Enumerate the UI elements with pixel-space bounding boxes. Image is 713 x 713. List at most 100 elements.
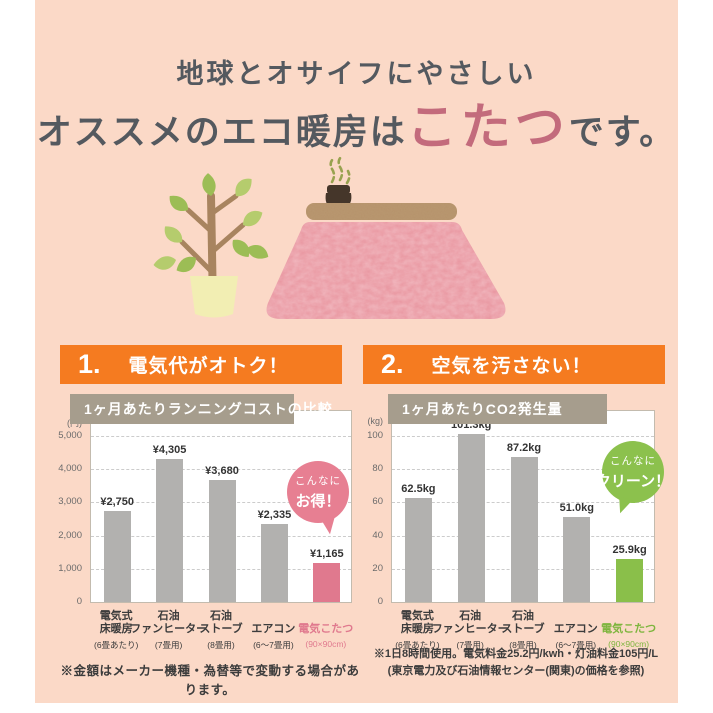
title-line1: 地球とオサイフにやさしい bbox=[176, 59, 537, 89]
category-name: エアコン bbox=[251, 623, 296, 635]
category-label: 電気式 床暖房 (6畳あたり) bbox=[68, 609, 164, 651]
bar-value-label: 51.0kg bbox=[559, 502, 594, 515]
category-sub-label: (7畳用) bbox=[456, 640, 484, 650]
chart-bar bbox=[404, 498, 432, 602]
title-line2-suffix: です。 bbox=[568, 113, 677, 152]
kotatsu-blanket bbox=[266, 222, 506, 319]
y-axis-tick-label: 20 bbox=[372, 562, 383, 574]
y-axis-tick-label: 5,000 bbox=[58, 430, 82, 441]
category-name: 石油 ストーブ bbox=[199, 610, 243, 635]
category-sub-label: (7畳用) bbox=[154, 640, 183, 650]
y-axis-unit-label: (kg) bbox=[367, 416, 384, 426]
bar-value-label: 62.5kg bbox=[401, 483, 436, 496]
category-sub-label: (6〜7畳用) bbox=[555, 640, 597, 650]
section-2-number: 2. bbox=[381, 349, 404, 379]
category-sub-label: (6畳あたり) bbox=[93, 640, 139, 650]
y-axis-tick-label: 3,000 bbox=[58, 496, 82, 508]
chart-bar bbox=[510, 457, 538, 602]
chart-bar bbox=[457, 433, 485, 602]
plant-pot bbox=[190, 276, 238, 318]
category-name: 電気式 床暖房 bbox=[99, 610, 133, 635]
bar-value-label: ¥3,680 bbox=[205, 464, 239, 477]
chart-bar bbox=[313, 563, 341, 602]
category-sub-label: (6〜7畳用) bbox=[253, 640, 294, 650]
potted-plant-illustration bbox=[152, 172, 272, 318]
category-label: 電気式 床暖房 (6畳あたり) bbox=[369, 609, 465, 651]
bar-value-label: 87.2kg bbox=[506, 442, 542, 455]
kotatsu-group bbox=[266, 155, 506, 319]
category-name: 電気こたつ bbox=[298, 623, 354, 635]
category-sub-label: (8畳用) bbox=[207, 640, 235, 650]
section-header-1: 1. 電気代がオトク！ bbox=[60, 345, 342, 384]
y-axis-tick-label: 60 bbox=[372, 496, 383, 508]
y-axis-tick-label: 0 bbox=[76, 596, 82, 607]
category-label: エアコン (6〜7畳用) bbox=[225, 609, 321, 651]
bar-value-label: ¥1,165 bbox=[309, 548, 344, 561]
co2-emission-chart: 62.5kg 101.3kg 87.2kg 51.0kg 25.9kg 1ヶ月あたりCO2… bbox=[345, 392, 670, 677]
chart-bar bbox=[208, 479, 236, 602]
gridline bbox=[392, 436, 654, 437]
highlight-badge: こんなにお得！ bbox=[287, 461, 349, 523]
y-axis-tick-label: 100 bbox=[367, 430, 383, 441]
chart-bar bbox=[260, 524, 288, 602]
badge-line2: お得！ bbox=[295, 493, 341, 510]
category-sub-label: (6畳あたり) bbox=[395, 640, 440, 650]
category-name: エアコン bbox=[553, 623, 598, 635]
badge-line1: こんなに bbox=[610, 455, 656, 467]
gridline bbox=[91, 469, 351, 471]
category-sub-label: (8畳用) bbox=[509, 640, 537, 650]
title-highlight-kotatsu: こたつ bbox=[406, 99, 569, 155]
chart-bar bbox=[103, 510, 131, 602]
kotatsu-tabletop bbox=[306, 203, 457, 220]
y-axis-tick-label: 2,000 bbox=[58, 529, 82, 541]
chart-plot-area: ¥2,750 ¥4,305 ¥3,680 ¥2,335 ¥1,165 bbox=[90, 410, 352, 603]
chart-bar bbox=[616, 559, 644, 602]
bar-value-label: ¥2,335 bbox=[257, 509, 292, 522]
category-name: 石油 ファンヒーター bbox=[130, 610, 208, 635]
badge-line2: クリーン！ bbox=[595, 473, 671, 490]
bar-value-label: ¥2,750 bbox=[100, 495, 135, 508]
section-1-label: 電気代がオトク！ bbox=[128, 356, 289, 377]
category-label: 石油 ファンヒーター (7畳用) bbox=[422, 609, 518, 651]
category-label: 石油 ストーブ (8畳用) bbox=[475, 609, 571, 651]
y-axis-tick-label: 4,000 bbox=[58, 463, 82, 475]
title-line2: オススメのエコ暖房はこたつです。 bbox=[35, 101, 678, 159]
footnote-left: ※金額はメーカー機種・為替等で変動する場合があります。 bbox=[60, 664, 360, 697]
section-1-number: 1. bbox=[78, 349, 101, 379]
bar-value-label: ¥4,305 bbox=[152, 444, 187, 457]
title-line2-prefix: オススメのエコ暖房は bbox=[36, 113, 407, 152]
category-label: エアコン (6〜7畳用) bbox=[528, 609, 624, 651]
running-cost-chart: ¥2,750 ¥4,305 ¥3,680 ¥2,335 ¥1,165 1ヶ月あたりランニン… bbox=[40, 392, 355, 677]
gridline bbox=[91, 436, 351, 437]
footnote-right: ※1日8時間使用。電気料金25.2円/kwh・灯油料金105円/L (東京電力及… bbox=[362, 646, 670, 680]
title-block: 地球とオサイフにやさしい オススメのエコ暖房はこたつです。 bbox=[35, 52, 678, 159]
category-label: 石油 ファンヒーター (7畳用) bbox=[121, 609, 217, 651]
category-sub-label: (90×90cm) bbox=[305, 639, 347, 649]
chart-bar bbox=[563, 517, 591, 602]
chart-bar bbox=[156, 459, 184, 602]
highlight-badge: こんなにクリーン！ bbox=[596, 441, 670, 503]
category-label: 電気こたつ (90×90cm) bbox=[278, 609, 374, 649]
y-axis-tick-label: 0 bbox=[377, 596, 383, 607]
y-axis-tick-label: 1,000 bbox=[58, 562, 82, 574]
kotatsu-illustration bbox=[152, 155, 506, 319]
footnote-right-line1: ※1日8時間使用。電気料金25.2円/kwh・灯油料金105円/L bbox=[373, 648, 659, 660]
steam-icon bbox=[329, 155, 351, 185]
chart-plot-area: 62.5kg 101.3kg 87.2kg 51.0kg 25.9kg bbox=[391, 410, 655, 603]
badge-line1: こんなに bbox=[295, 475, 341, 487]
section-header-2: 2. 空気を汚さない！ bbox=[363, 345, 665, 384]
chart-title-band: 1ヶ月あたりCO2発生量 bbox=[388, 394, 607, 424]
chart-title-band: 1ヶ月あたりランニングコストの比較 bbox=[70, 394, 332, 424]
bar-value-label: 25.9kg bbox=[612, 544, 647, 556]
category-name: 電気式 床暖房 bbox=[400, 610, 434, 635]
y-axis-tick-label: 40 bbox=[372, 529, 383, 541]
category-name: 石油 ストーブ bbox=[501, 610, 545, 635]
footnote-right-line2: (東京電力及び石油情報センター(関東)の価格を参照) bbox=[387, 665, 645, 677]
category-name: 電気こたつ bbox=[601, 623, 657, 635]
category-label: 電気こたつ (90×90cm) bbox=[581, 609, 677, 649]
category-name: 石油 ファンヒーター bbox=[431, 610, 509, 635]
category-label: 石油 ストーブ (8畳用) bbox=[173, 609, 269, 651]
section-2-label: 空気を汚さない！ bbox=[431, 356, 592, 377]
y-axis-tick-label: 80 bbox=[372, 463, 383, 475]
